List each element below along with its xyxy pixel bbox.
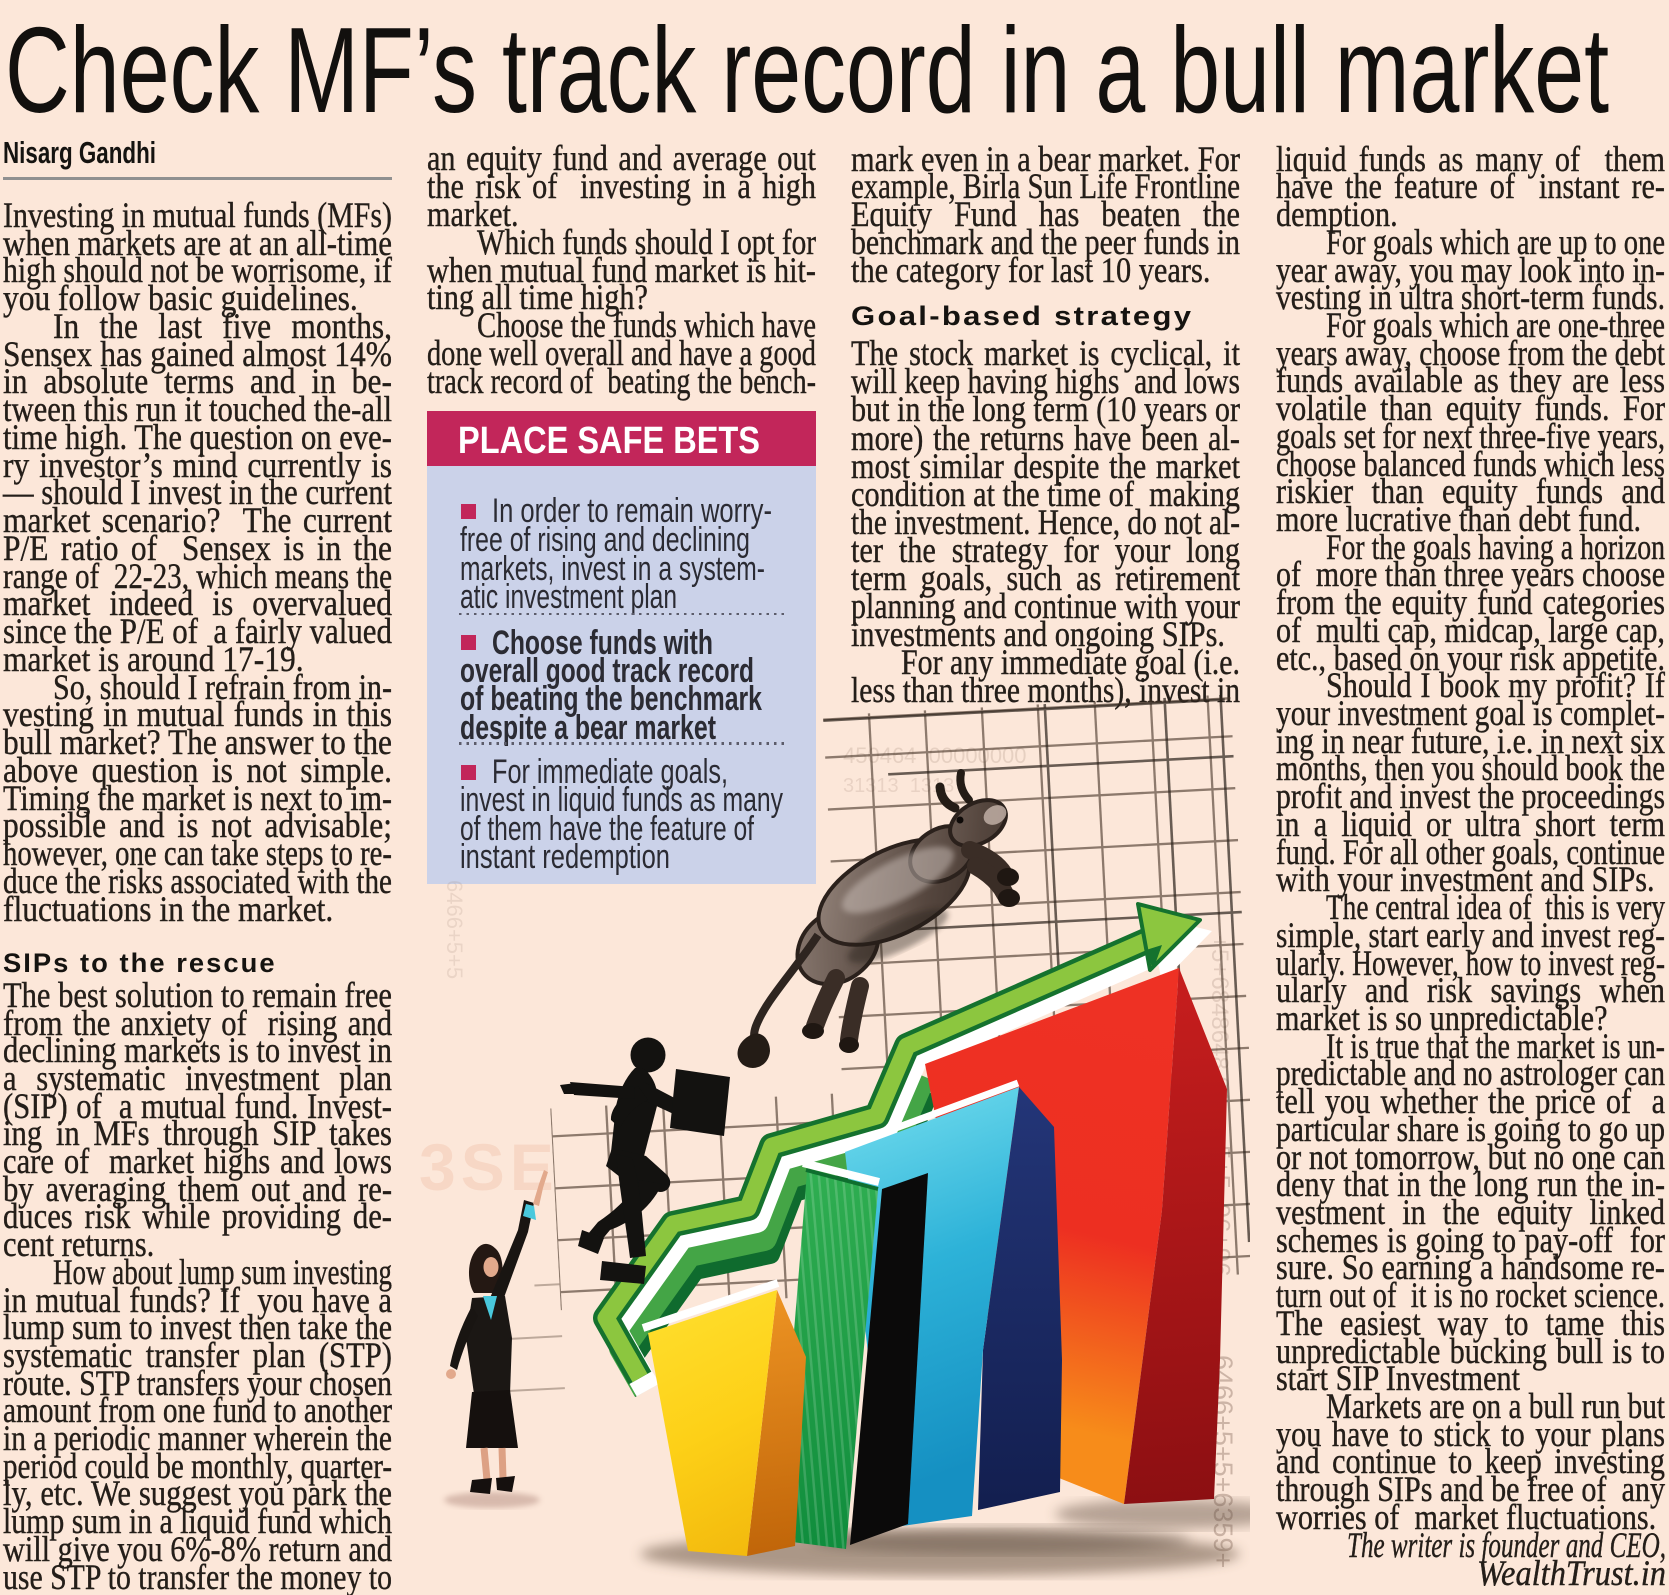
svg-text:31313 1313: 31313 1313 <box>843 775 954 797</box>
svg-text:6466+5+5: 6466+5+5 <box>442 880 467 979</box>
svg-text:3SE: 3SE <box>420 1130 559 1204</box>
